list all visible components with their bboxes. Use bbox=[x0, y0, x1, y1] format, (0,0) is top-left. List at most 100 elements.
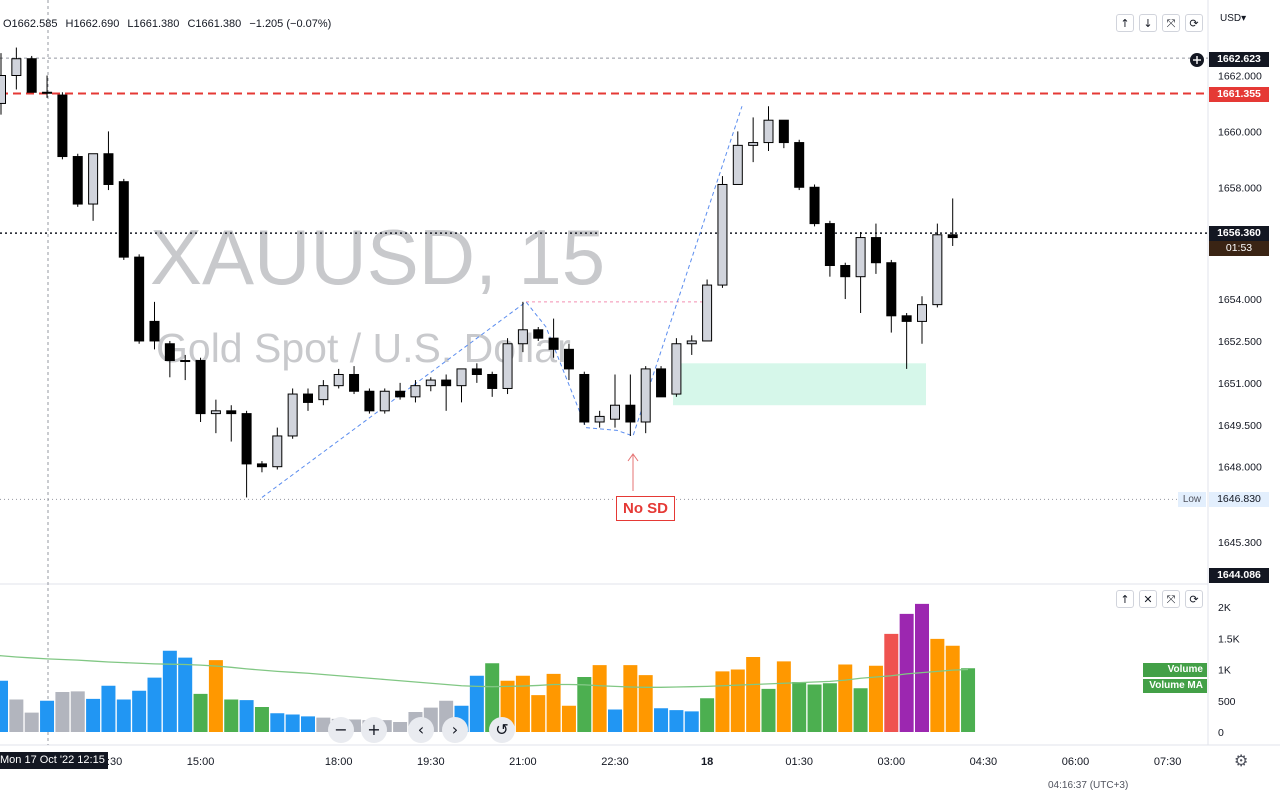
settings-gear-icon[interactable]: ⚙ bbox=[1234, 751, 1249, 770]
move-down-icon[interactable]: ↓ bbox=[1139, 14, 1157, 32]
candle-up bbox=[0, 75, 6, 104]
volume-bar bbox=[776, 661, 791, 732]
price-tick-label: 1658.000 bbox=[1218, 182, 1262, 194]
restore-pane-icon[interactable]: ⟳ bbox=[1185, 14, 1203, 32]
currency-selector[interactable]: USD▾ bbox=[1220, 13, 1247, 24]
timezone-readout[interactable]: 04:16:37 (UTC+3) bbox=[1048, 780, 1129, 791]
volume-bar bbox=[592, 665, 607, 732]
ohlc-low: L1661.380 bbox=[127, 18, 180, 30]
candle-up bbox=[932, 234, 943, 306]
time-tick-label: 15:00 bbox=[187, 756, 215, 768]
candle-down bbox=[563, 348, 574, 370]
countdown-tag: 01:53 bbox=[1209, 241, 1269, 256]
volume-restore-icon[interactable]: ⟳ bbox=[1185, 590, 1203, 608]
volume-bar bbox=[807, 684, 822, 732]
price-tick-label: 1652.500 bbox=[1218, 336, 1262, 348]
candle-down bbox=[870, 237, 881, 264]
volume-bar bbox=[469, 675, 484, 732]
volume-bar bbox=[531, 695, 546, 732]
candle-down bbox=[778, 119, 789, 144]
volume-bar bbox=[638, 675, 653, 732]
volume-collapse-icon[interactable]: ⤧ bbox=[1162, 590, 1180, 608]
volume-move-up-icon[interactable]: ↑ bbox=[1116, 590, 1134, 608]
candle-down bbox=[256, 463, 267, 468]
volume-bar bbox=[316, 717, 331, 732]
candle-up bbox=[702, 284, 713, 342]
candle-up bbox=[517, 329, 528, 345]
candle-up bbox=[671, 343, 682, 395]
volume-bar bbox=[915, 603, 929, 732]
candle-down bbox=[886, 262, 897, 317]
time-tick-label: 18:00 bbox=[325, 756, 353, 768]
price-tick-label: 1648.000 bbox=[1218, 462, 1262, 474]
candle-down bbox=[395, 390, 406, 398]
volume-bar bbox=[961, 668, 976, 732]
volume-close-icon[interactable]: ✕ bbox=[1139, 590, 1157, 608]
candle-down bbox=[824, 223, 835, 267]
time-tick-label: 06:00 bbox=[1062, 756, 1090, 768]
candle-down bbox=[487, 373, 498, 389]
volume-bar bbox=[162, 650, 177, 732]
collapse-pane-icon[interactable]: ⤧ bbox=[1162, 14, 1180, 32]
candle-up bbox=[272, 435, 283, 468]
candle-up bbox=[594, 415, 605, 423]
scroll-left-button[interactable]: ‹ bbox=[408, 717, 434, 743]
volume-bar bbox=[55, 692, 70, 732]
volume-bar bbox=[684, 711, 699, 732]
candle-up bbox=[180, 360, 191, 363]
candle-down bbox=[241, 413, 252, 465]
last-price-tag: 1656.360 bbox=[1209, 226, 1269, 241]
candle-up bbox=[763, 119, 774, 144]
red-line-price-tag: 1661.355 bbox=[1209, 87, 1269, 102]
reset-chart-button[interactable]: ↺ bbox=[489, 717, 515, 743]
time-tick-label: 04:30 bbox=[970, 756, 998, 768]
volume-bar bbox=[930, 638, 945, 732]
candle-down bbox=[947, 234, 958, 239]
volume-bar bbox=[515, 675, 530, 732]
price-tick-label: 1645.300 bbox=[1218, 537, 1262, 549]
time-tick-label: 03:00 bbox=[878, 756, 906, 768]
time-tick-label: 21:00 bbox=[509, 756, 537, 768]
candle-down bbox=[548, 337, 559, 350]
volume-bar bbox=[730, 669, 745, 732]
zoom-out-button[interactable]: − bbox=[328, 717, 354, 743]
time-tick-label: 01:30 bbox=[785, 756, 813, 768]
price-tick-label: 1662.000 bbox=[1218, 71, 1262, 83]
move-up-icon[interactable]: ↑ bbox=[1116, 14, 1134, 32]
volume-bar bbox=[546, 673, 561, 732]
volume-bar bbox=[746, 657, 761, 732]
volume-bar bbox=[715, 671, 730, 732]
candle-down bbox=[441, 379, 452, 387]
no-sd-annotation: No SD bbox=[616, 496, 675, 521]
candle-down bbox=[118, 181, 129, 258]
volume-ma-line bbox=[0, 655, 969, 688]
scroll-right-button[interactable]: › bbox=[442, 717, 468, 743]
candle-down bbox=[625, 404, 636, 423]
volume-bar bbox=[132, 690, 147, 732]
low-price-tag: 1646.830 bbox=[1209, 492, 1269, 507]
volume-tick-label: 1.5K bbox=[1218, 633, 1240, 645]
volume-tick-label: 2K bbox=[1218, 602, 1231, 614]
candle-down bbox=[656, 368, 667, 398]
candle-down bbox=[103, 153, 114, 185]
volume-bar bbox=[224, 699, 239, 732]
crosshair-plus-icon bbox=[1190, 53, 1204, 67]
zoom-in-button[interactable]: + bbox=[361, 717, 387, 743]
volume-bar bbox=[899, 613, 914, 732]
candle-up bbox=[287, 393, 298, 437]
candle-down bbox=[195, 360, 206, 415]
price-tick-label: 1649.500 bbox=[1218, 420, 1262, 432]
volume-bar bbox=[147, 677, 162, 732]
candle-down bbox=[349, 373, 360, 392]
candle-up bbox=[855, 237, 866, 278]
candle-down bbox=[364, 390, 375, 412]
candle-up bbox=[717, 183, 728, 286]
volume-bar bbox=[853, 688, 868, 732]
candle-down bbox=[579, 373, 590, 423]
volume-tick-label: 500 bbox=[1218, 696, 1236, 708]
volume-bar bbox=[822, 683, 837, 732]
volume-bar bbox=[761, 688, 776, 732]
candle-up bbox=[917, 304, 927, 322]
candle-up bbox=[640, 368, 651, 423]
